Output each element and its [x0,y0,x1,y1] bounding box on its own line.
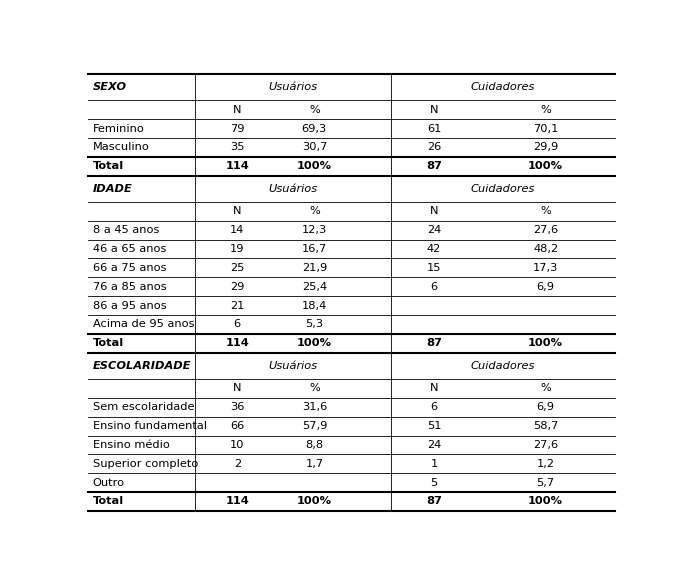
Text: 1: 1 [430,459,438,469]
Text: 14: 14 [230,225,244,235]
Text: N: N [233,383,241,394]
Text: N: N [429,207,438,217]
Text: 30,7: 30,7 [302,142,327,152]
Text: 100%: 100% [297,338,332,348]
Text: %: % [309,207,320,217]
Text: 27,6: 27,6 [533,440,558,450]
Text: 86 a 95 anos: 86 a 95 anos [93,301,166,310]
Text: 6,9: 6,9 [536,282,554,292]
Text: Usuários: Usuários [268,184,318,194]
Text: 87: 87 [426,496,442,507]
Text: Ensino fundamental: Ensino fundamental [93,421,206,431]
Text: 2: 2 [234,459,241,469]
Text: 31,6: 31,6 [302,402,327,412]
Text: 15: 15 [427,263,441,273]
Text: 36: 36 [230,402,244,412]
Text: Ensino médio: Ensino médio [93,440,169,450]
Text: 24: 24 [427,225,441,235]
Text: Feminino: Feminino [93,123,145,134]
Text: N: N [429,105,438,115]
Text: N: N [429,383,438,394]
Text: 87: 87 [426,161,442,171]
Text: 8 a 45 anos: 8 a 45 anos [93,225,159,235]
Text: 8,8: 8,8 [305,440,323,450]
Text: 57,9: 57,9 [302,421,327,431]
Text: 76 a 85 anos: 76 a 85 anos [93,282,166,292]
Text: 100%: 100% [528,496,563,507]
Text: 100%: 100% [528,338,563,348]
Text: %: % [541,207,551,217]
Text: Usuários: Usuários [268,82,318,92]
Text: 21,9: 21,9 [302,263,327,273]
Text: Cuidadores: Cuidadores [471,184,535,194]
Text: 25,4: 25,4 [302,282,327,292]
Text: Total: Total [93,338,124,348]
Text: 29,9: 29,9 [533,142,558,152]
Text: 18,4: 18,4 [302,301,327,310]
Text: 12,3: 12,3 [302,225,327,235]
Text: Cuidadores: Cuidadores [471,361,535,371]
Text: 48,2: 48,2 [533,244,558,254]
Text: SEXO: SEXO [93,82,127,92]
Text: 6: 6 [430,282,438,292]
Text: 6: 6 [430,402,438,412]
Text: %: % [541,383,551,394]
Text: 25: 25 [230,263,244,273]
Text: 35: 35 [230,142,244,152]
Text: 58,7: 58,7 [533,421,558,431]
Text: 100%: 100% [297,496,332,507]
Text: ESCOLARIDADE: ESCOLARIDADE [93,361,191,371]
Text: 24: 24 [427,440,441,450]
Text: 5: 5 [430,478,438,488]
Text: 17,3: 17,3 [533,263,558,273]
Text: 16,7: 16,7 [302,244,327,254]
Text: 26: 26 [427,142,441,152]
Text: N: N [233,105,241,115]
Text: IDADE: IDADE [93,184,132,194]
Text: 79: 79 [230,123,244,134]
Text: 70,1: 70,1 [533,123,558,134]
Text: 10: 10 [230,440,244,450]
Text: %: % [541,105,551,115]
Text: 100%: 100% [528,161,563,171]
Text: 27,6: 27,6 [533,225,558,235]
Text: N: N [233,207,241,217]
Text: 51: 51 [427,421,441,431]
Text: 87: 87 [426,338,442,348]
Text: 19: 19 [230,244,244,254]
Text: Usuários: Usuários [268,361,318,371]
Text: %: % [309,105,320,115]
Text: 114: 114 [226,161,249,171]
Text: 114: 114 [226,338,249,348]
Text: Masculino: Masculino [93,142,150,152]
Text: Total: Total [93,496,124,507]
Text: Acima de 95 anos: Acima de 95 anos [93,320,194,329]
Text: Superior completo: Superior completo [93,459,198,469]
Text: 6: 6 [234,320,241,329]
Text: 1,2: 1,2 [536,459,554,469]
Text: 6,9: 6,9 [536,402,554,412]
Text: 5,3: 5,3 [305,320,323,329]
Text: %: % [309,383,320,394]
Text: 42: 42 [427,244,441,254]
Text: 66 a 75 anos: 66 a 75 anos [93,263,166,273]
Text: 21: 21 [230,301,244,310]
Text: 46 a 65 anos: 46 a 65 anos [93,244,166,254]
Text: 114: 114 [226,496,249,507]
Text: 100%: 100% [297,161,332,171]
Text: 66: 66 [230,421,244,431]
Text: 5,7: 5,7 [536,478,555,488]
Text: 29: 29 [230,282,244,292]
Text: 69,3: 69,3 [302,123,327,134]
Text: Sem escolaridade: Sem escolaridade [93,402,194,412]
Text: Total: Total [93,161,124,171]
Text: Outro: Outro [93,478,125,488]
Text: Cuidadores: Cuidadores [471,82,535,92]
Text: 61: 61 [427,123,441,134]
Text: 1,7: 1,7 [305,459,323,469]
